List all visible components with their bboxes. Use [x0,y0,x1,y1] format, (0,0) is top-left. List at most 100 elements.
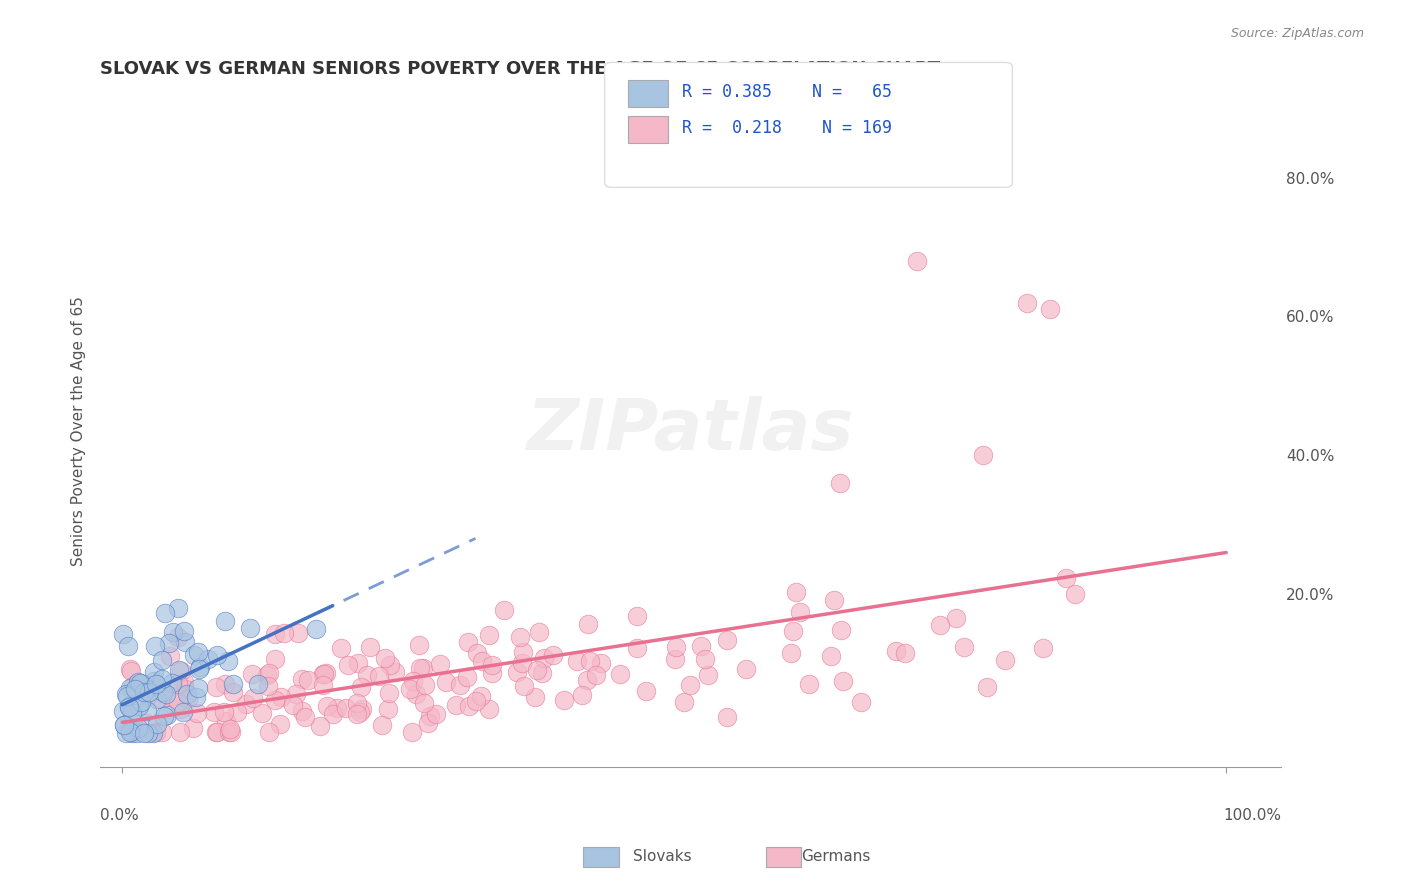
Point [716,633,738,648]
Point [135,715,157,730]
Point [679,678,702,692]
Point [112,627,135,641]
Point [894,646,917,660]
Point [145,725,167,739]
Point [782,624,804,639]
Point [565,654,588,668]
Point [312,666,335,681]
Point [173,624,195,639]
Point [526,663,548,677]
Point [212,705,235,719]
Point [138,685,160,699]
Point [264,626,287,640]
Point [446,698,468,713]
Point [359,640,381,654]
Point [170,664,193,678]
Point [419,709,441,723]
Point [172,705,194,719]
Point [287,625,309,640]
Point [347,657,370,671]
Point [789,605,811,619]
Point [664,652,686,666]
Point [626,609,648,624]
Point [494,603,516,617]
Point [115,687,138,701]
Point [408,660,430,674]
Point [377,702,399,716]
Point [305,622,328,636]
Point [207,648,229,662]
Point [470,689,492,703]
Text: Source: ZipAtlas.com: Source: ZipAtlas.com [1230,27,1364,40]
Point [346,696,368,710]
Point [578,655,600,669]
Point [183,648,205,663]
Point [226,705,249,719]
Point [465,646,488,660]
Point [823,593,845,607]
Point [264,651,287,665]
Point [152,685,174,699]
Point [115,690,138,704]
Point [159,649,181,664]
Point [828,475,851,490]
Point [450,678,472,692]
Point [120,724,142,739]
Point [636,683,658,698]
Point [905,253,928,268]
Point [214,677,236,691]
Point [315,666,337,681]
Point [150,653,173,667]
Point [214,614,236,628]
Point [121,725,143,739]
Point [217,654,239,668]
Point [464,694,486,708]
Point [112,704,135,718]
Point [314,667,336,681]
Point [187,645,209,659]
Point [457,699,479,714]
Point [188,659,211,673]
Point [690,640,713,654]
Point [222,685,245,699]
Point [176,687,198,701]
Point [350,702,373,716]
Point [849,694,872,708]
Point [264,692,287,706]
Point [952,640,974,654]
Point [571,689,593,703]
Point [121,706,143,720]
Text: 100.0%: 100.0% [1223,807,1281,822]
Point [174,635,197,649]
Point [886,644,908,658]
Point [291,704,314,718]
Text: Slovaks: Slovaks [633,849,692,863]
Point [284,688,307,702]
Point [510,656,533,670]
Point [530,666,553,681]
Point [471,654,494,668]
Point [434,674,457,689]
Point [205,725,228,739]
Point [167,664,190,678]
Point [481,665,503,680]
Point [457,635,479,649]
Point [356,668,378,682]
Point [575,673,598,687]
Point [405,687,427,701]
Point [316,699,339,714]
Point [143,665,166,680]
Text: 0.0%: 0.0% [100,807,139,822]
Point [269,716,291,731]
Point [270,690,292,704]
Point [553,693,575,707]
Y-axis label: Seniors Poverty Over the Age of 65: Seniors Poverty Over the Age of 65 [72,296,86,566]
Point [246,677,269,691]
Point [188,662,211,676]
Point [221,677,243,691]
Point [120,681,142,696]
Point [121,679,143,693]
Point [240,666,263,681]
Text: R = 0.385    N =   65: R = 0.385 N = 65 [682,83,891,101]
Point [346,707,368,722]
